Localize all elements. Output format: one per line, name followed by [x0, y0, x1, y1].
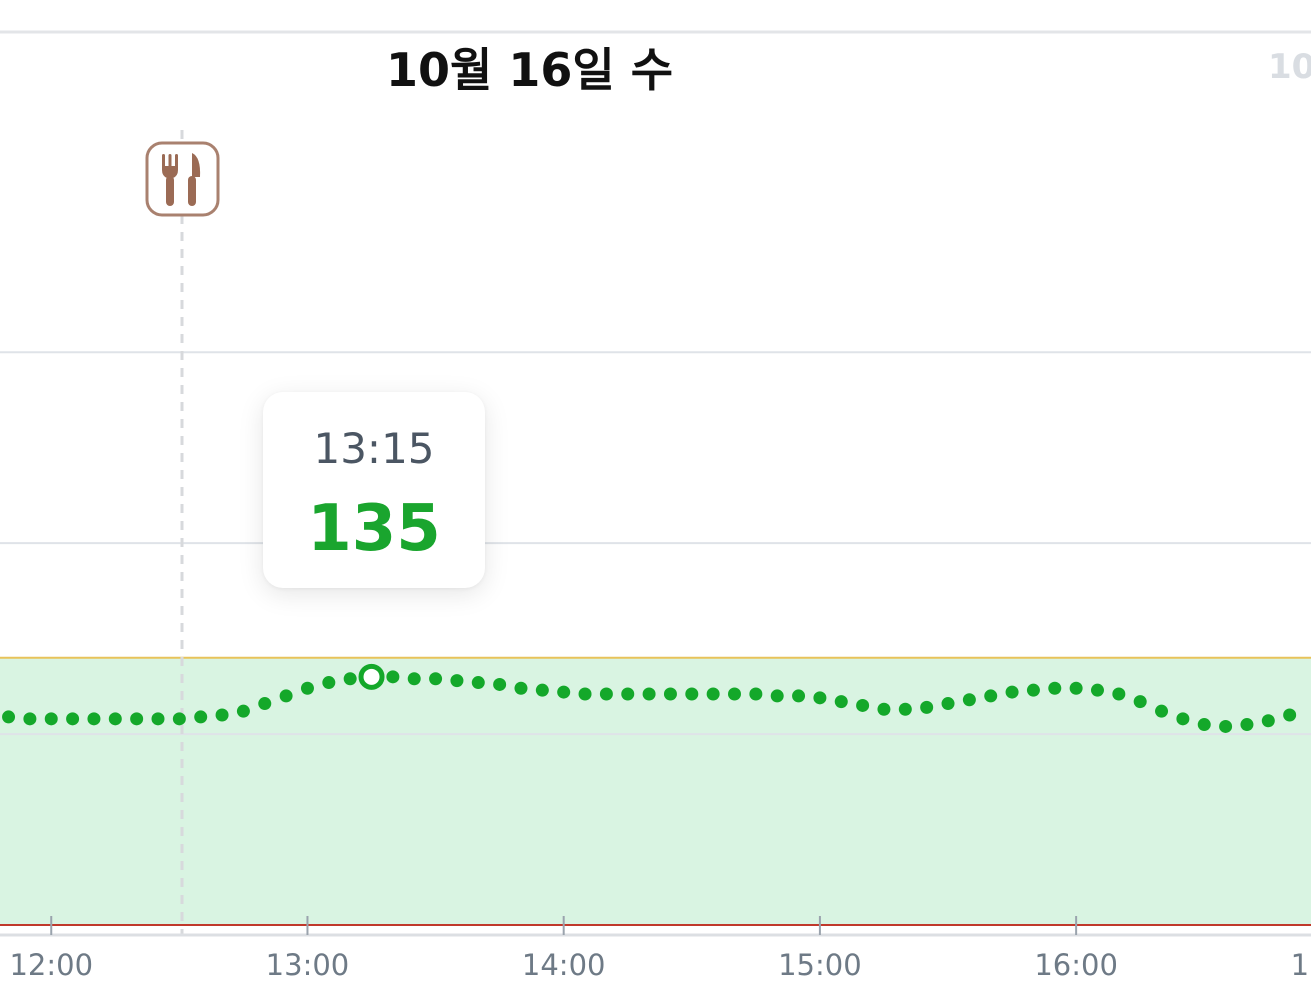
reading-point [1090, 683, 1104, 697]
selected-reading-point[interactable] [358, 663, 385, 690]
reading-point [279, 689, 293, 703]
reading-point [1197, 718, 1211, 732]
x-tick-label: 16:00 [1034, 948, 1118, 982]
reading-point [1176, 712, 1190, 726]
x-tick-label: 14:00 [522, 948, 606, 982]
reading-point [984, 689, 998, 703]
reading-point [215, 708, 229, 722]
reading-series [2, 663, 1297, 733]
reading-point [450, 674, 464, 688]
reading-point [44, 712, 58, 726]
reading-point [877, 702, 891, 716]
grid [0, 351, 1311, 926]
reading-point [770, 689, 784, 703]
reading-point [813, 691, 827, 705]
reading-point [1069, 681, 1083, 695]
reading-point [471, 676, 485, 690]
reading-point [1283, 708, 1297, 722]
reading-point [407, 672, 421, 686]
reading-point [1240, 718, 1254, 732]
reading-point [322, 676, 336, 690]
reading-point [87, 712, 101, 726]
reading-point [1133, 695, 1147, 709]
reading-point [834, 695, 848, 709]
reading-point [1155, 704, 1169, 718]
next-date-label: 10월 [1268, 47, 1311, 87]
reading-point [749, 687, 763, 701]
reading-point [578, 687, 592, 701]
reading-point [386, 670, 400, 684]
reading-point [728, 687, 742, 701]
reading-point [1048, 681, 1062, 695]
reading-point [962, 693, 976, 707]
reading-point [66, 712, 80, 726]
x-tick-label: 13:00 [266, 948, 350, 982]
reading-point [1026, 683, 1040, 697]
x-tick-label: 17:00 [1291, 948, 1311, 982]
date-title: 10월 16일 수 [386, 43, 673, 97]
x-axis: 12:00 13:00 14:00 15:00 16:00 17:00 [0, 916, 1311, 982]
reading-point [236, 704, 250, 718]
reading-point [599, 687, 613, 701]
reading-point [920, 700, 934, 714]
reading-point [621, 687, 635, 701]
tooltip-value: 135 [307, 492, 441, 566]
tooltip-time: 13:15 [313, 424, 435, 473]
reading-point [557, 685, 571, 699]
reading-tooltip: 13:15 135 [263, 392, 485, 588]
reading-point [1219, 719, 1233, 733]
x-tick-label: 12:00 [9, 948, 93, 982]
reading-point [172, 712, 186, 726]
reading-point [535, 683, 549, 697]
meal-marker-frame [145, 141, 220, 217]
reading-point [642, 687, 656, 701]
reading-point [151, 712, 165, 726]
reading-point [108, 712, 122, 726]
meal-marker[interactable] [145, 130, 220, 935]
fork-knife-icon [162, 153, 201, 206]
reading-point [792, 689, 806, 703]
reading-point [300, 681, 314, 695]
reading-point [706, 687, 720, 701]
reading-point [258, 697, 272, 711]
target-range-band [0, 657, 1311, 925]
reading-point [1261, 714, 1275, 728]
reading-point [941, 697, 955, 711]
reading-point [1112, 687, 1126, 701]
reading-point [663, 687, 677, 701]
reading-point [429, 672, 443, 686]
reading-point [514, 681, 528, 695]
reading-point [685, 687, 699, 701]
x-tick-label: 15:00 [778, 948, 862, 982]
reading-point [856, 698, 870, 712]
reading-point [23, 712, 37, 726]
reading-point [2, 710, 16, 724]
reading-point [898, 702, 912, 716]
reading-point [343, 672, 357, 686]
reading-point [493, 677, 507, 691]
reading-point [1005, 685, 1019, 699]
reading-point [130, 712, 144, 726]
reading-point [194, 710, 208, 724]
